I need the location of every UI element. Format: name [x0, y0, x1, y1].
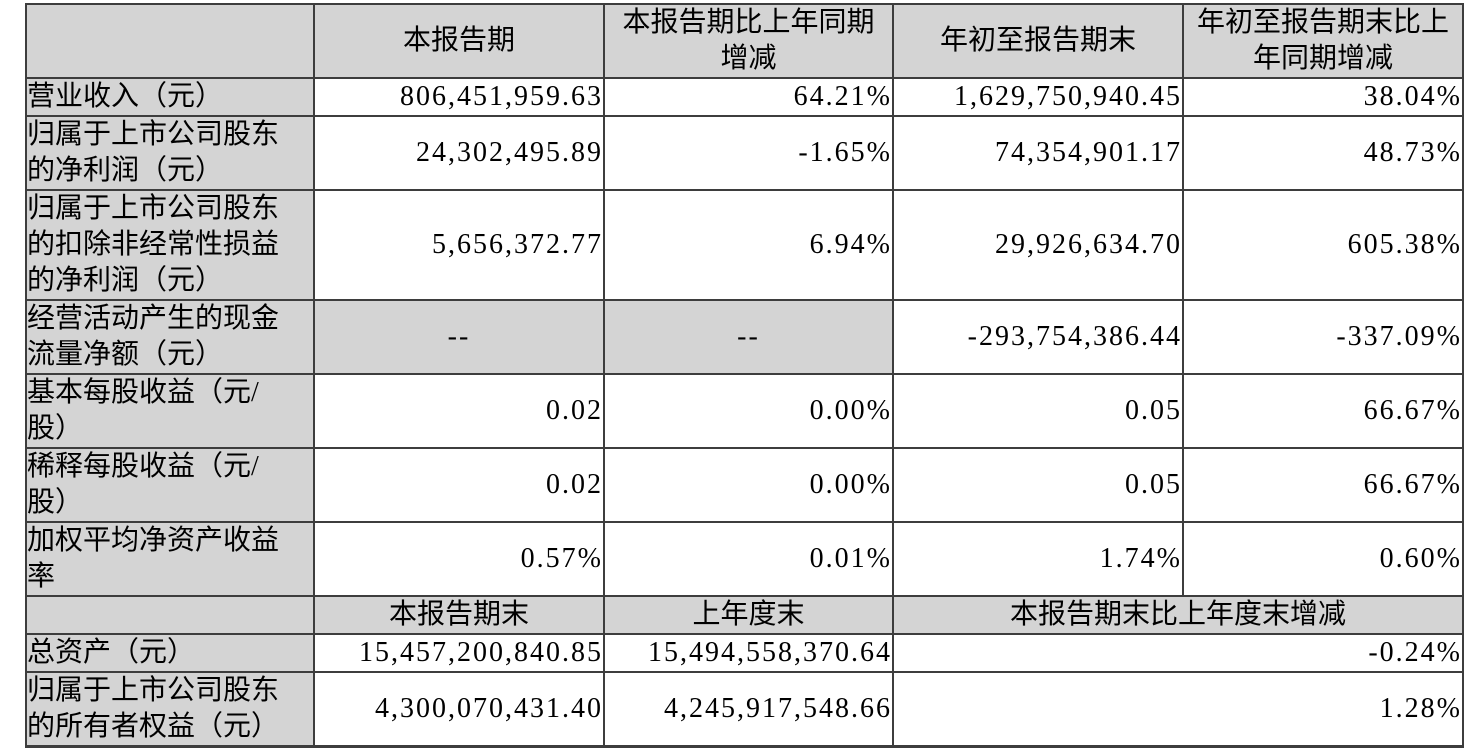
- value-current-period: 0.02: [313, 373, 605, 449]
- row-label: 基本每股收益（元/ 股）: [25, 373, 315, 449]
- value-end-of-period: 15,457,200,840.85: [313, 633, 605, 673]
- value-change: -0.24%: [892, 633, 1464, 673]
- row-label: 加权平均净资产收益 率: [25, 521, 315, 597]
- value-current-yoy-na: --: [603, 299, 894, 375]
- value-ytd-yoy: -337.09%: [1182, 299, 1464, 375]
- table-row-owners-equity: 归属于上市公司股东 的所有者权益（元） 4,300,070,431.40 4,2…: [25, 671, 1464, 748]
- value-end-of-prior-year: 15,494,558,370.64: [603, 633, 894, 673]
- table-row-operating-revenue: 营业收入（元） 806,451,959.63 64.21% 1,629,750,…: [25, 77, 1464, 117]
- value-ytd: -293,754,386.44: [892, 299, 1184, 375]
- corner-blank-cell: [25, 3, 315, 79]
- value-current-yoy: 0.01%: [603, 521, 894, 597]
- header-year-to-date-yoy: 年初至报告期末比上 年同期增减: [1182, 3, 1464, 79]
- value-change: 1.28%: [892, 671, 1464, 748]
- value-current-yoy: 0.00%: [603, 447, 894, 523]
- value-current-yoy: 64.21%: [603, 77, 894, 117]
- value-ytd-yoy: 0.60%: [1182, 521, 1464, 597]
- value-ytd: 1,629,750,940.45: [892, 77, 1184, 117]
- value-current-yoy: 0.00%: [603, 373, 894, 449]
- value-current-yoy: -1.65%: [603, 115, 894, 191]
- header-current-period-yoy: 本报告期比上年同期 增减: [603, 3, 894, 79]
- row-label: 归属于上市公司股东 的净利润（元）: [25, 115, 315, 191]
- period-header-row: 本报告期 本报告期比上年同期 增减 年初至报告期末 年初至报告期末比上 年同期增…: [25, 3, 1464, 79]
- header-end-of-prior-year: 上年度末: [603, 595, 894, 635]
- table-row-basic-eps: 基本每股收益（元/ 股） 0.02 0.00% 0.05 66.67%: [25, 373, 1464, 449]
- row-label: 营业收入（元）: [25, 77, 315, 117]
- value-current-period: 0.57%: [313, 521, 605, 597]
- header-end-of-period: 本报告期末: [313, 595, 605, 635]
- value-current-period-na: --: [313, 299, 605, 375]
- table-row-diluted-eps: 稀释每股收益（元/ 股） 0.02 0.00% 0.05 66.67%: [25, 447, 1464, 523]
- value-ytd: 74,354,901.17: [892, 115, 1184, 191]
- value-ytd-yoy: 605.38%: [1182, 189, 1464, 301]
- row-label: 归属于上市公司股东 的扣除非经常性损益 的净利润（元）: [25, 189, 315, 301]
- value-ytd: 0.05: [892, 447, 1184, 523]
- table-row-net-profit-excl-nonrecurring: 归属于上市公司股东 的扣除非经常性损益 的净利润（元） 5,656,372.77…: [25, 189, 1464, 301]
- value-current-period: 806,451,959.63: [313, 77, 605, 117]
- value-current-period: 5,656,372.77: [313, 189, 605, 301]
- header-period-vs-prior-year: 本报告期末比上年度末增减: [892, 595, 1464, 635]
- table-row-net-profit: 归属于上市公司股东 的净利润（元） 24,302,495.89 -1.65% 7…: [25, 115, 1464, 191]
- row-label: 总资产（元）: [25, 633, 315, 673]
- row-label: 经营活动产生的现金 流量净额（元）: [25, 299, 315, 375]
- value-current-period: 0.02: [313, 447, 605, 523]
- value-ytd-yoy: 48.73%: [1182, 115, 1464, 191]
- financial-summary-table: 本报告期 本报告期比上年同期 增减 年初至报告期末 年初至报告期末比上 年同期增…: [25, 3, 1464, 748]
- table-row-weighted-avg-roe: 加权平均净资产收益 率 0.57% 0.01% 1.74% 0.60%: [25, 521, 1464, 597]
- table-row-total-assets: 总资产（元） 15,457,200,840.85 15,494,558,370.…: [25, 633, 1464, 673]
- value-ytd: 0.05: [892, 373, 1184, 449]
- value-ytd-yoy: 38.04%: [1182, 77, 1464, 117]
- position-header-row: 本报告期末 上年度末 本报告期末比上年度末增减: [25, 595, 1464, 635]
- value-ytd-yoy: 66.67%: [1182, 373, 1464, 449]
- value-end-of-period: 4,300,070,431.40: [313, 671, 605, 748]
- value-ytd-yoy: 66.67%: [1182, 447, 1464, 523]
- corner-blank-cell: [25, 595, 315, 635]
- table-row-operating-cash-flow: 经营活动产生的现金 流量净额（元） -- -- -293,754,386.44 …: [25, 299, 1464, 375]
- value-end-of-prior-year: 4,245,917,548.66: [603, 671, 894, 748]
- header-current-period: 本报告期: [313, 3, 605, 79]
- row-label: 归属于上市公司股东 的所有者权益（元）: [25, 671, 315, 748]
- header-year-to-date: 年初至报告期末: [892, 3, 1184, 79]
- row-label: 稀释每股收益（元/ 股）: [25, 447, 315, 523]
- value-current-yoy: 6.94%: [603, 189, 894, 301]
- value-ytd: 29,926,634.70: [892, 189, 1184, 301]
- value-ytd: 1.74%: [892, 521, 1184, 597]
- value-current-period: 24,302,495.89: [313, 115, 605, 191]
